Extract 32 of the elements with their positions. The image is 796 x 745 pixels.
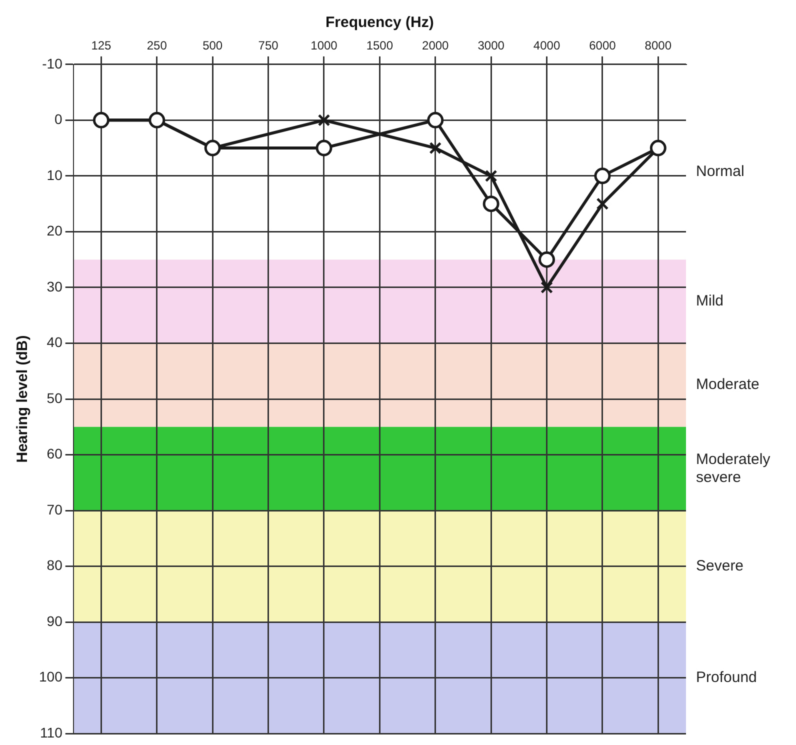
- y-tick-label: 10: [46, 166, 63, 183]
- y-tick-label: 40: [46, 334, 63, 350]
- band-label: Moderately severe: [696, 450, 771, 486]
- x-tick-label: 2000: [422, 38, 450, 53]
- y-tick-label: 30: [46, 278, 63, 294]
- x-tick-label: 3000: [478, 38, 505, 53]
- x-tick-label: 125: [91, 38, 112, 53]
- band-label: Severe: [696, 557, 744, 574]
- y-tick-label: 60: [46, 446, 63, 462]
- x-tick-label: 500: [202, 38, 223, 53]
- y-tick-label: 20: [46, 222, 63, 239]
- x-tick-label: 6000: [589, 38, 616, 53]
- x-tick-label: 1500: [366, 38, 394, 53]
- y-tick-label: 80: [46, 557, 63, 574]
- y-tick-label: 70: [46, 501, 63, 518]
- band-label: Mild: [696, 292, 724, 310]
- y-tick-label: -10: [42, 55, 63, 72]
- x-tick-label: 250: [146, 38, 168, 53]
- y-tick-label: 100: [39, 668, 63, 685]
- y-tick-label: 110: [40, 724, 63, 740]
- x-tick-label: 1000: [310, 38, 338, 53]
- x-tick-label: 750: [258, 38, 279, 53]
- y-axis-title: Hearing level (dB): [14, 335, 32, 463]
- band-label: Profound: [696, 668, 757, 686]
- x-tick-label: 4000: [533, 38, 560, 53]
- band-label: Moderate: [696, 376, 760, 394]
- text: Normal: [696, 162, 744, 180]
- y-tick-label: 50: [46, 390, 63, 406]
- x-tick-label: 8000: [644, 38, 672, 53]
- x-axis-title: Frequency (Hz): [326, 14, 434, 32]
- y-tick-label: 0: [54, 111, 63, 128]
- y-tick-label: 90: [46, 612, 63, 629]
